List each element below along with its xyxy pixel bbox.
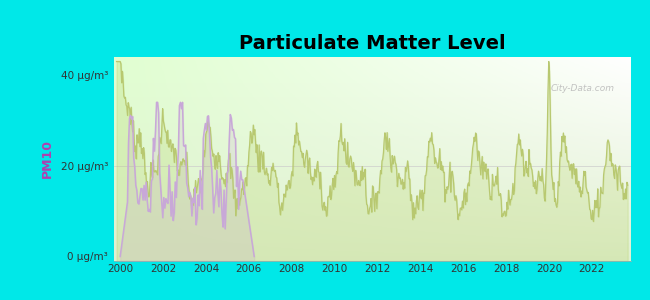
Title: Particulate Matter Level: Particulate Matter Level <box>239 34 506 53</box>
Legend: Burt, IA, US: Burt, IA, US <box>303 298 441 300</box>
Y-axis label: PM10: PM10 <box>41 140 54 178</box>
Text: City-Data.com: City-Data.com <box>551 83 615 92</box>
